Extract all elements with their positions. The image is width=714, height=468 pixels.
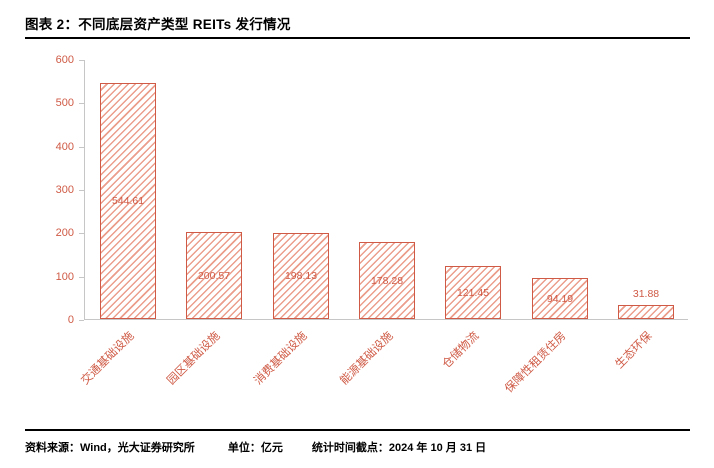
footer-divider-line	[25, 429, 690, 431]
y-axis: 0 100 200 300 400 500 600	[0, 54, 84, 326]
bar-value-label: 544.61	[111, 195, 145, 207]
x-axis-category-label: 仓储物流	[440, 330, 482, 372]
y-axis-tick-label: 400	[55, 140, 74, 153]
y-axis-tick-mark	[79, 103, 84, 105]
bar-value-label: 94.19	[546, 292, 574, 305]
figure-title: 图表 2：不同底层资产类型 REITs 发行情况	[25, 17, 291, 32]
bar	[445, 266, 501, 319]
bar	[532, 278, 588, 319]
x-axis-category-label: 生态环保	[613, 330, 655, 372]
bar-value-label: 31.88	[632, 288, 660, 300]
y-axis-tick-mark	[79, 276, 84, 278]
bar-value-label: 200.57	[197, 269, 231, 282]
y-axis-tick-label: 600	[55, 54, 74, 66]
y-axis-tick-mark	[79, 190, 84, 191]
y-axis-tick-label: 0	[67, 314, 74, 326]
bar	[100, 83, 156, 319]
statistics-cutoff-note: 统计时间截点：2024 年 10 月 31 日	[311, 442, 487, 454]
unit-note: 单位：亿元	[227, 442, 283, 454]
y-axis-tick-mark	[79, 60, 84, 61]
bar	[186, 232, 242, 319]
figure-footer: 资料来源：Wind，光大证券研究所 单位：亿元 统计时间截点：2024 年 10…	[25, 439, 690, 455]
bar	[618, 305, 674, 319]
bar-value-label: 121.45	[456, 286, 490, 299]
y-axis-tick-label: 300	[55, 184, 74, 196]
source-note: 资料来源：Wind，光大证券研究所	[25, 442, 195, 454]
title-divider-line	[25, 37, 690, 39]
bar-chart-plot-area: 544.61 交通基础设施 200.57 园区基础设施 198.13 消费基础设施 178.…	[79, 60, 688, 395]
y-axis-tick-mark	[79, 320, 84, 321]
x-axis-category-label: 园区基础设施	[165, 330, 223, 388]
y-axis-tick-label: 500	[55, 97, 74, 110]
y-axis-tick-label: 200	[55, 227, 74, 240]
bar	[273, 233, 329, 319]
y-axis-tick-mark	[79, 146, 84, 148]
y-axis-tick-label: 100	[55, 270, 74, 283]
bar-value-label: 178.28	[370, 274, 404, 287]
bar-value-label: 198.13	[284, 270, 318, 282]
bar	[359, 242, 415, 319]
y-axis-tick-mark	[79, 233, 84, 235]
